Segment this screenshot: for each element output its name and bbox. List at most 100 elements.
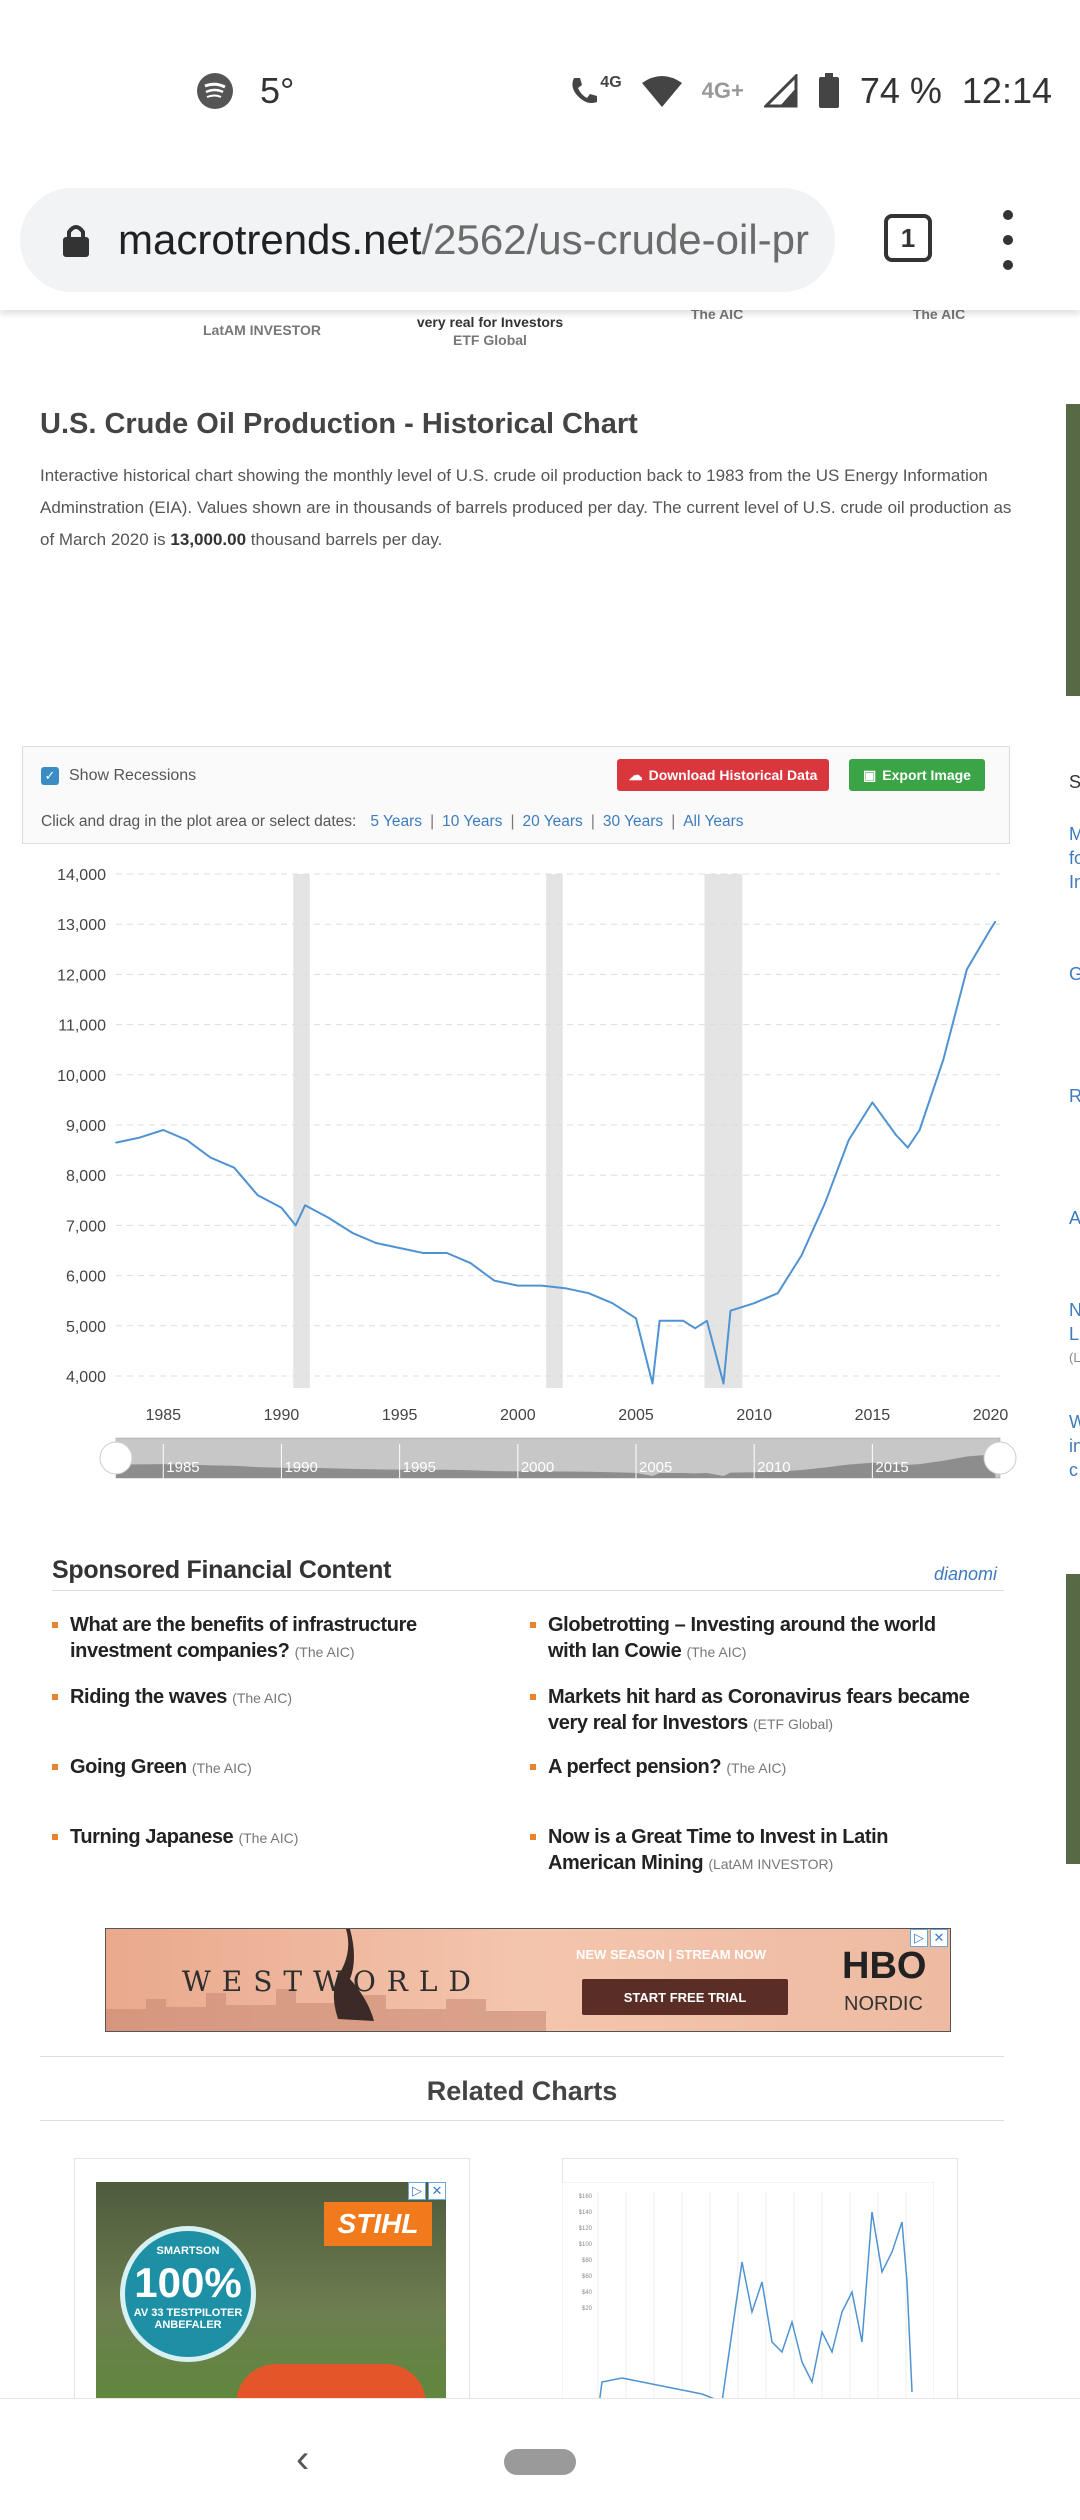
y-tick-label: 10,000	[57, 1068, 106, 1085]
sponsored-item[interactable]: Turning Japanese (The AIC)	[52, 1824, 492, 1851]
wifi-icon	[641, 76, 682, 107]
sponsored-item[interactable]: Globetrotting – Investing around the wor…	[530, 1612, 970, 1665]
description-text: Interactive historical chart showing the…	[40, 466, 1012, 549]
data-point	[989, 928, 992, 931]
checkbox-checked-icon[interactable]: ✓	[41, 767, 59, 785]
data-point	[777, 1292, 779, 1294]
westworld-ad-banner[interactable]: WESTWORLD NEW SEASON | STREAM NOW START …	[105, 1928, 951, 2032]
url-domain: macrotrends.net	[118, 216, 422, 263]
tab-switcher-button[interactable]: 1	[884, 214, 932, 262]
range-separator: |	[510, 813, 515, 830]
menu-dot-icon	[1003, 260, 1013, 270]
sidebar-link-fragment[interactable]: W	[1069, 1412, 1080, 1432]
sponsored-item[interactable]: Markets hit hard as Coronavirus fears be…	[530, 1684, 970, 1737]
previous-content-fragment: LatAM INVESTOR very real for Investors E…	[0, 306, 1080, 360]
download-button-label: Download Historical Data	[648, 767, 818, 783]
data-point	[651, 1382, 654, 1385]
sidebar-link-fragment[interactable]: in	[1069, 1436, 1080, 1456]
sponsored-source: (The AIC)	[238, 1830, 299, 1846]
data-point	[847, 1139, 850, 1141]
y-tick-label: 8,000	[66, 1168, 106, 1185]
range-30-years[interactable]: 30 Years	[602, 813, 664, 830]
divider	[40, 2120, 1004, 2121]
data-point	[729, 1309, 732, 1312]
range-all-years[interactable]: All Years	[683, 813, 744, 830]
related-chart-thumbnail[interactable]: $160 $140 $120 $100 $80 $60 $40 $20	[562, 2182, 934, 2422]
page-title: U.S. Crude Oil Production - Historical C…	[40, 408, 638, 440]
battery-level: 74 %	[859, 70, 942, 111]
home-pill-icon[interactable]	[504, 2449, 576, 2475]
dianomi-logo[interactable]: dianomi	[934, 1564, 998, 1584]
sidebar-link-fragment[interactable]: In	[1069, 872, 1080, 892]
start-free-trial-button[interactable]: START FREE TRIAL	[582, 1979, 788, 2015]
data-point	[587, 1292, 590, 1294]
smartson-badge: SMARTSON 100% AV 33 TESTPILOTER ANBEFALE…	[120, 2226, 256, 2362]
close-ad-icon[interactable]: ✕	[930, 1929, 948, 1947]
sidebar-link-fragment[interactable]: fo	[1069, 848, 1080, 868]
x-tick-label: 2020	[973, 1407, 1009, 1424]
data-point	[564, 1287, 566, 1289]
range-10-years[interactable]: 10 Years	[442, 813, 503, 830]
navigator-handle-right[interactable]	[983, 1441, 1017, 1475]
download-data-button[interactable]: ☁ Download Historical Data	[617, 759, 829, 791]
sponsored-source: (The AIC)	[232, 1690, 293, 1706]
badge-sub-text: AV 33 TESTPILOTER	[133, 2307, 243, 2319]
range-5-years[interactable]: 5 Years	[370, 813, 423, 830]
sponsored-headline: Riding the waves	[70, 1686, 227, 1708]
range-prompt: Click and drag in the plot area or selec…	[41, 813, 357, 830]
lock-icon	[63, 225, 89, 257]
show-recessions-toggle[interactable]: ✓ Show Recessions	[41, 767, 196, 785]
data-point	[658, 1319, 661, 1322]
sponsored-item[interactable]: Riding the waves (The AIC)	[52, 1684, 492, 1711]
data-point	[138, 1136, 141, 1139]
adchoices-icon[interactable]: ▷	[910, 1929, 928, 1947]
range-20-years[interactable]: 20 Years	[522, 813, 583, 830]
stihl-ad[interactable]: SMARTSON 100% AV 33 TESTPILOTER ANBEFALE…	[96, 2182, 446, 2418]
adchoices-icon[interactable]: ▷	[408, 2182, 426, 2200]
browser-menu-button[interactable]	[996, 210, 1020, 270]
sponsored-headline: Markets hit hard as Coronavirus fears be…	[548, 1686, 970, 1734]
navigator-tick-label: 1995	[403, 1459, 436, 1476]
sponsored-item[interactable]: What are the benefits of infrastructure …	[52, 1612, 492, 1665]
navigator-tick-label: 2000	[521, 1459, 554, 1476]
sponsored-source: (The AIC)	[191, 1760, 252, 1776]
sidebar-link-fragment[interactable]: R	[1069, 1086, 1080, 1106]
tab-count: 1	[900, 222, 916, 253]
close-ad-icon[interactable]: ✕	[428, 2182, 446, 2200]
sidebar-ad-fragment	[1066, 1574, 1080, 1864]
data-point	[375, 1242, 377, 1244]
sidebar-link-fragment[interactable]: c	[1069, 1460, 1078, 1480]
sponsored-item[interactable]: Now is a Great Time to Invest in Latin A…	[530, 1824, 970, 1877]
thumbnail-y-label: $100	[579, 2242, 593, 2248]
thumbnail-y-label: $20	[582, 2306, 593, 2312]
export-image-button[interactable]: ▣ Export Image	[849, 759, 985, 791]
x-tick-label: 1995	[382, 1407, 418, 1424]
status-bar: 5° 4G 4G+ 74 % 12:14	[0, 0, 1080, 190]
navigator-handle-left[interactable]	[99, 1441, 133, 1475]
clock: 12:14	[961, 70, 1052, 111]
spotify-icon	[197, 73, 233, 109]
sponsored-item[interactable]: Going Green (The AIC)	[52, 1754, 492, 1781]
data-point	[280, 1207, 283, 1209]
x-tick-label: 2005	[618, 1407, 654, 1424]
data-point	[469, 1262, 472, 1264]
navigator-selection[interactable]	[116, 1438, 1000, 1478]
back-icon[interactable]: ‹	[296, 2437, 310, 2481]
data-point	[233, 1166, 235, 1169]
sidebar-link-fragment[interactable]: L	[1069, 1324, 1080, 1344]
sidebar-link-fragment[interactable]: A	[1069, 1208, 1080, 1228]
x-tick-label: 1990	[264, 1407, 300, 1424]
address-bar[interactable]: macrotrends.net/2562/us-crude-oil-pr	[20, 188, 835, 292]
oil-production-chart[interactable]: 14,000 13,000 12,000 11,000 10,000 9,000 8,000…	[0, 848, 1040, 1518]
sidebar-link-fragment[interactable]: M	[1069, 824, 1080, 844]
url-text[interactable]: macrotrends.net/2562/us-crude-oil-pr	[118, 216, 809, 264]
y-tick-label: 4,000	[66, 1369, 106, 1386]
thumbnail-y-label: $120	[579, 2226, 593, 2232]
stihl-logo: STIHL	[324, 2202, 432, 2246]
sponsored-item[interactable]: A perfect pension? (The AIC)	[530, 1754, 970, 1781]
sidebar-link-fragment[interactable]: G	[1069, 964, 1080, 984]
thumbnail-y-label: $60	[582, 2274, 593, 2280]
navigator-tick-label: 2010	[757, 1459, 790, 1476]
data-point	[294, 1224, 297, 1227]
sidebar-link-fragment[interactable]: N	[1069, 1300, 1080, 1320]
